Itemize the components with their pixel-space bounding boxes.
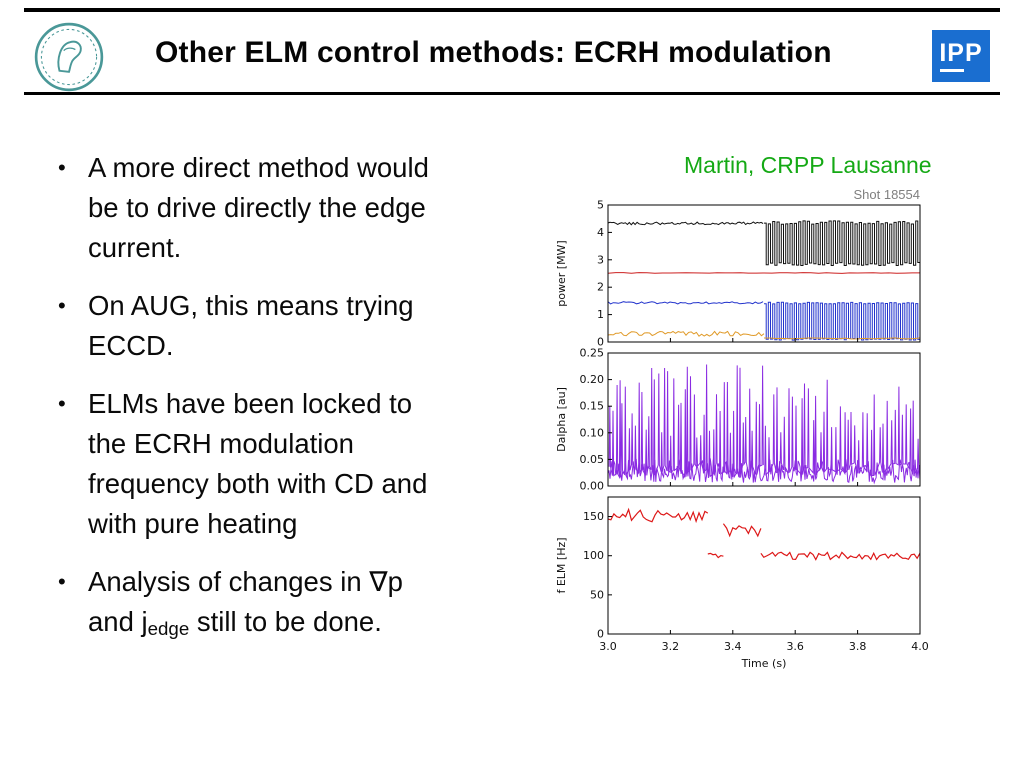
shot-label: Shot 18554 bbox=[853, 187, 920, 202]
bullet-text: A more direct method would be to drive di… bbox=[88, 152, 429, 263]
series-trace bbox=[707, 552, 724, 559]
series-trace bbox=[608, 364, 764, 479]
ipp-logo: IPP bbox=[932, 30, 990, 82]
tick-label: 4 bbox=[597, 226, 604, 239]
attribution: Martin, CRPP Lausanne bbox=[684, 152, 932, 178]
tick-label: 3.6 bbox=[786, 640, 804, 653]
bullet-text: ELMs have been locked to the ECRH modulat… bbox=[88, 388, 428, 539]
series-trace bbox=[764, 220, 920, 266]
plot-frame bbox=[607, 352, 921, 487]
tick-label: 3.8 bbox=[849, 640, 867, 653]
bullet-text: On AUG, this means trying ECCD. bbox=[88, 290, 414, 361]
tick-label: 0.25 bbox=[580, 347, 605, 360]
tick-label: 0.15 bbox=[580, 400, 605, 413]
series-trace bbox=[764, 379, 920, 478]
series-trace bbox=[764, 337, 921, 340]
series-trace bbox=[764, 301, 920, 341]
bullet-marker: • bbox=[58, 155, 66, 180]
tick-label: 3.2 bbox=[662, 640, 680, 653]
ipp-logo-text: IPP bbox=[939, 38, 983, 67]
tick-label: 5 bbox=[597, 199, 604, 212]
series-trace bbox=[607, 507, 709, 524]
bullet-list: • A more direct method would be to drive d… bbox=[58, 148, 536, 667]
tick-label: 1 bbox=[597, 308, 604, 321]
bullet-marker: • bbox=[58, 569, 66, 594]
top-rule bbox=[24, 8, 1000, 12]
dalpha-plot: 0.00 0.05 0.10 0.15 0.20 0.25 Dalpha [au] bbox=[555, 347, 921, 493]
series-trace bbox=[607, 272, 920, 274]
bullet-marker: • bbox=[58, 293, 66, 318]
tick-label: 100 bbox=[583, 549, 604, 562]
tick-label: 3 bbox=[597, 253, 604, 266]
plot-frame bbox=[607, 496, 921, 635]
tick-label: 0.00 bbox=[580, 480, 605, 493]
ipp-logo-underline bbox=[940, 68, 964, 72]
tick-label: 3.0 bbox=[599, 640, 617, 653]
bullet-item: • Analysis of changes in ∇p and jedge stil… bbox=[58, 562, 536, 649]
axis-label: Time (s) bbox=[741, 657, 787, 670]
felm-plot: 0 50 100 150 3.0 3.2 3.4 3.6 3.8 4.0 Time (s) f ELM… bbox=[555, 496, 929, 670]
series-trace bbox=[722, 523, 762, 538]
axis-label: f ELM [Hz] bbox=[555, 537, 568, 593]
tick-label: 150 bbox=[583, 510, 604, 523]
tick-label: 0.05 bbox=[580, 453, 605, 466]
bullet-text: Analysis of changes in ∇p and jedge still… bbox=[88, 566, 403, 640]
series-trace bbox=[607, 221, 764, 226]
bullet-item: • ELMs have been locked to the ECRH modula… bbox=[58, 384, 536, 544]
header-rule bbox=[24, 92, 1000, 95]
slide-title: Other ELM control methods: ECRH modulati… bbox=[155, 36, 832, 69]
tick-label: 3.4 bbox=[724, 640, 742, 653]
bullet-item: • On AUG, this means trying ECCD. bbox=[58, 286, 536, 366]
series-trace bbox=[607, 301, 764, 305]
axis-label: power [MW] bbox=[555, 240, 568, 306]
tick-label: 0 bbox=[597, 628, 604, 641]
tick-label: 0 bbox=[597, 336, 604, 349]
tick-label: 4.0 bbox=[911, 640, 929, 653]
tick-label: 2 bbox=[597, 281, 604, 294]
series-trace bbox=[607, 330, 765, 337]
power-plot: 0 1 2 3 4 5 power [MW] bbox=[555, 199, 921, 349]
tick-label: 0.20 bbox=[580, 373, 605, 386]
max-planck-logo bbox=[34, 22, 104, 92]
tick-label: 50 bbox=[590, 588, 604, 601]
plot-frame bbox=[607, 204, 921, 343]
bullet-item: • A more direct method would be to drive d… bbox=[58, 148, 536, 268]
axis-label: Dalpha [au] bbox=[555, 387, 568, 452]
tick-label: 0.10 bbox=[580, 426, 605, 439]
bullet-marker: • bbox=[58, 391, 66, 416]
series-trace bbox=[760, 551, 921, 561]
